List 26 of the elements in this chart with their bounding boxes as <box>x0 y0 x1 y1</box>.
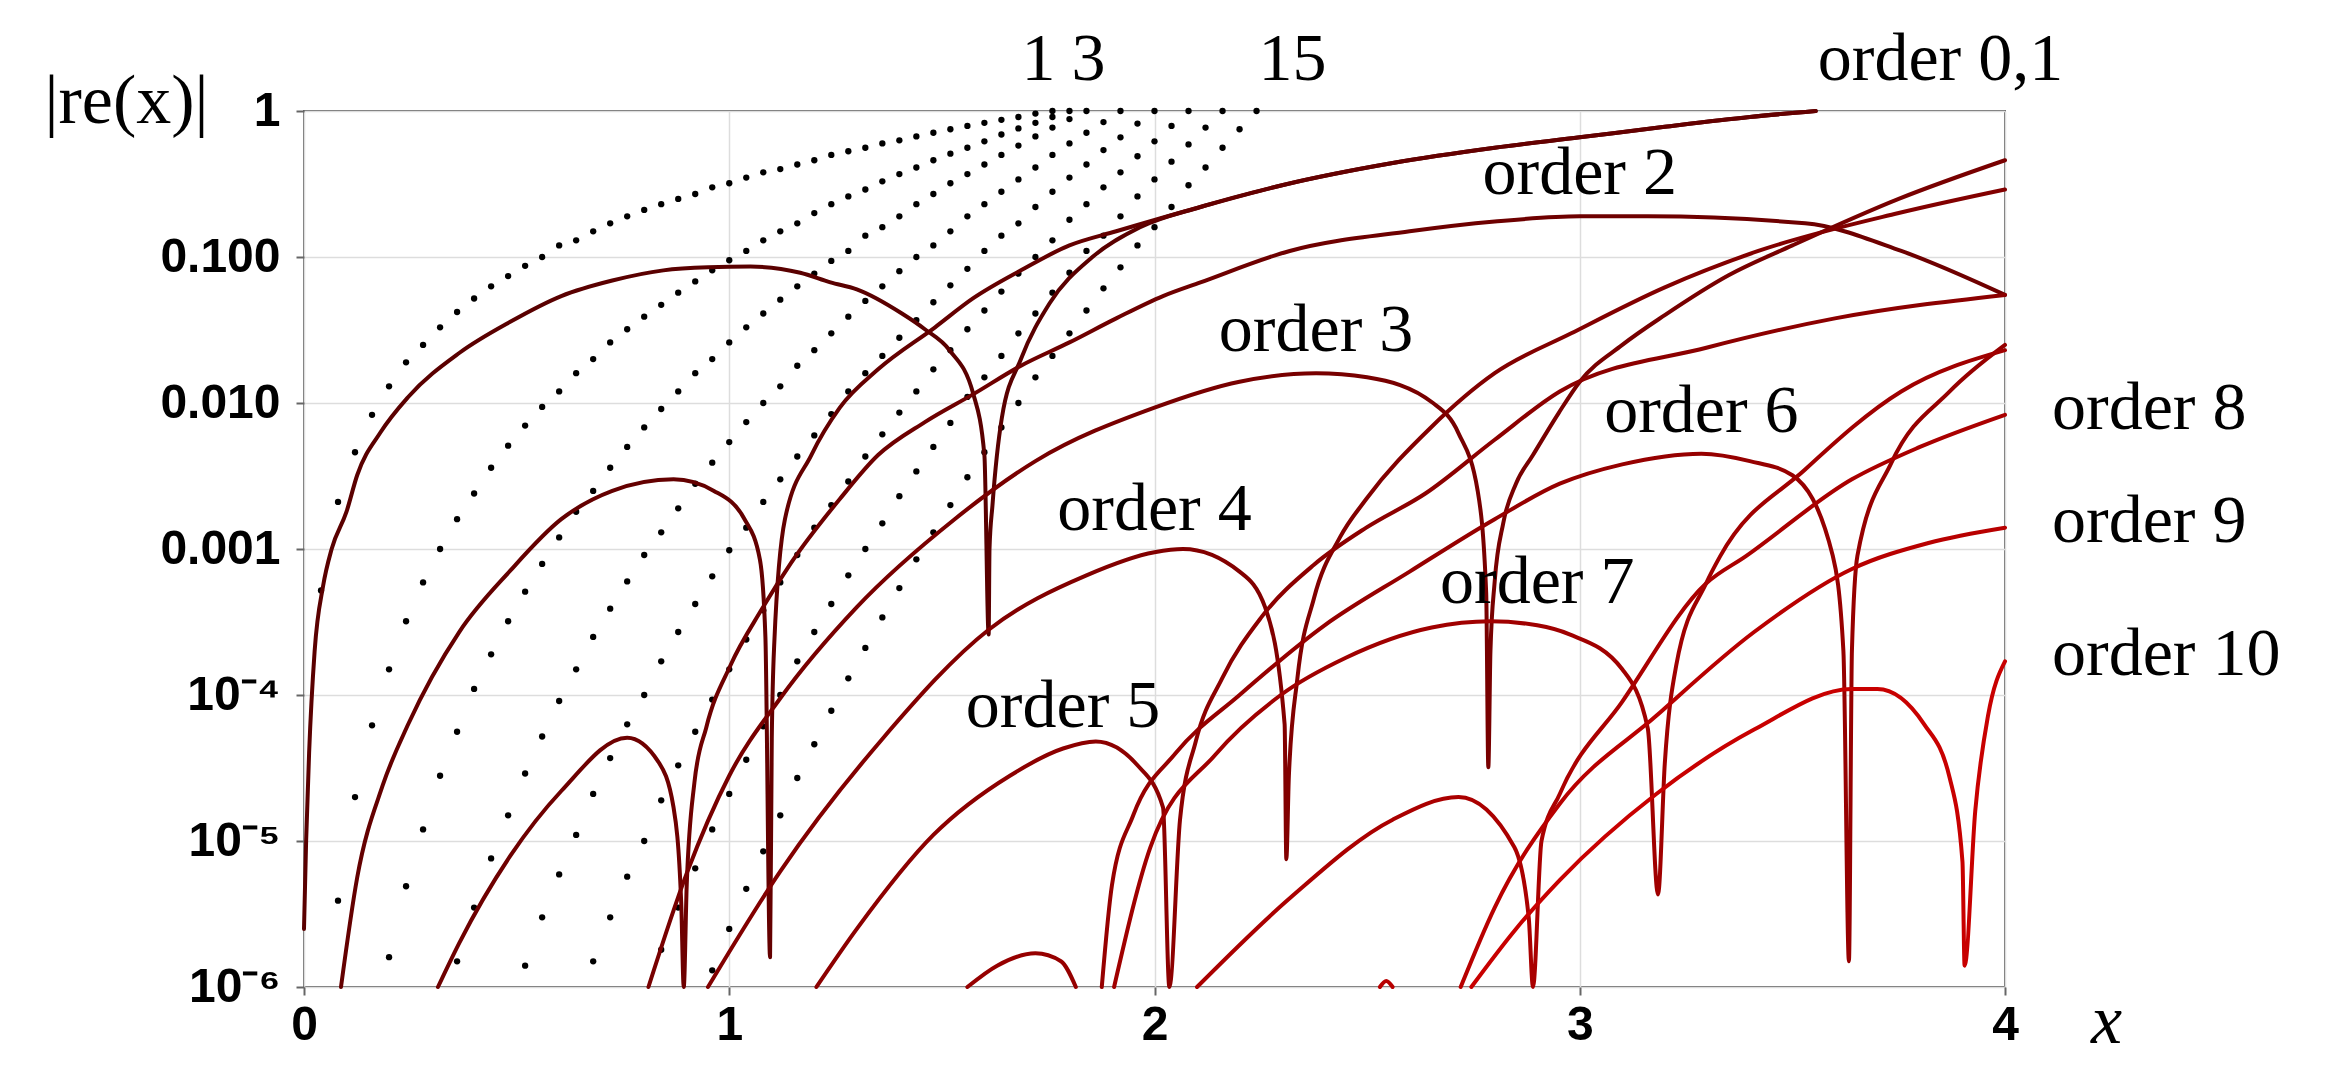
y-tick-label: 0.010 <box>160 374 281 428</box>
y-tick-label: 10⁻⁵ <box>188 812 281 866</box>
annotation: order 3 <box>1218 290 1414 367</box>
annotation: order 0,1 <box>1817 19 2064 95</box>
annotation: 1 <box>1021 19 1056 95</box>
annotation: 15 <box>1258 19 1327 95</box>
x-tick-label: 4 <box>1992 996 2020 1050</box>
x-tick-label: 0 <box>291 996 318 1050</box>
x-tick-label: 2 <box>1141 996 1169 1050</box>
y-tick-label: 1 <box>253 82 281 136</box>
annotation: order 6 <box>1604 370 1799 447</box>
annotation: order 5 <box>965 665 1161 742</box>
y-axis-title: |re(x)| <box>44 60 209 138</box>
annotation: order 2 <box>1482 133 1677 210</box>
y-tick-label: 10⁻⁴ <box>187 666 281 720</box>
y-tick-label: 10⁻⁶ <box>189 958 281 1012</box>
x-tick-label: 1 <box>716 996 744 1050</box>
x-tick-label: 3 <box>1566 996 1594 1050</box>
x-axis-title: x <box>2089 980 2123 1058</box>
annotation: order 8 <box>2052 367 2247 444</box>
y-tick-label: 0.001 <box>160 520 281 574</box>
y-tick-label: 0.100 <box>160 228 281 282</box>
annotation: order 10 <box>2052 614 2281 691</box>
annotation: order 4 <box>1057 469 1252 546</box>
annotation: 3 <box>1071 19 1106 95</box>
annotation: order 9 <box>2052 480 2247 557</box>
